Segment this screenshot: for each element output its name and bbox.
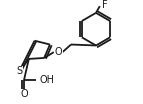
- Text: O: O: [55, 47, 62, 57]
- Text: F: F: [102, 0, 107, 10]
- Text: S: S: [16, 66, 22, 76]
- Text: O: O: [20, 89, 28, 99]
- Text: OH: OH: [39, 75, 54, 85]
